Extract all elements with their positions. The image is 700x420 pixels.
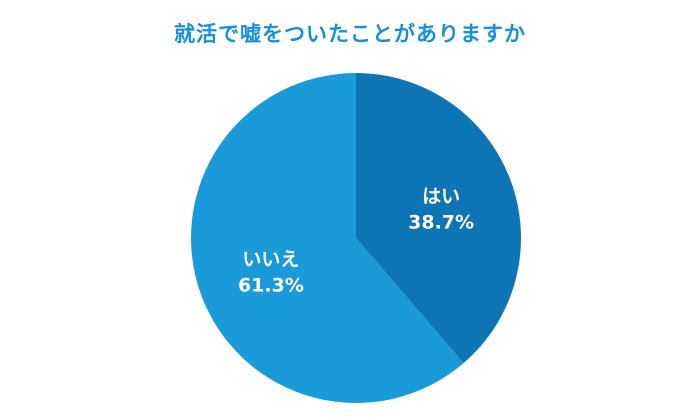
slice-value-0: 38.7% bbox=[408, 211, 474, 233]
chart-title: 就活で嘘をついたことがありますか bbox=[174, 22, 526, 46]
slice-label-1: いいえ bbox=[242, 249, 299, 271]
slice-label-0: はい bbox=[422, 185, 460, 207]
pie-slice-0 bbox=[356, 73, 521, 364]
slice-value-1: 61.3% bbox=[238, 275, 304, 297]
pie-slice-1 bbox=[190, 73, 464, 404]
